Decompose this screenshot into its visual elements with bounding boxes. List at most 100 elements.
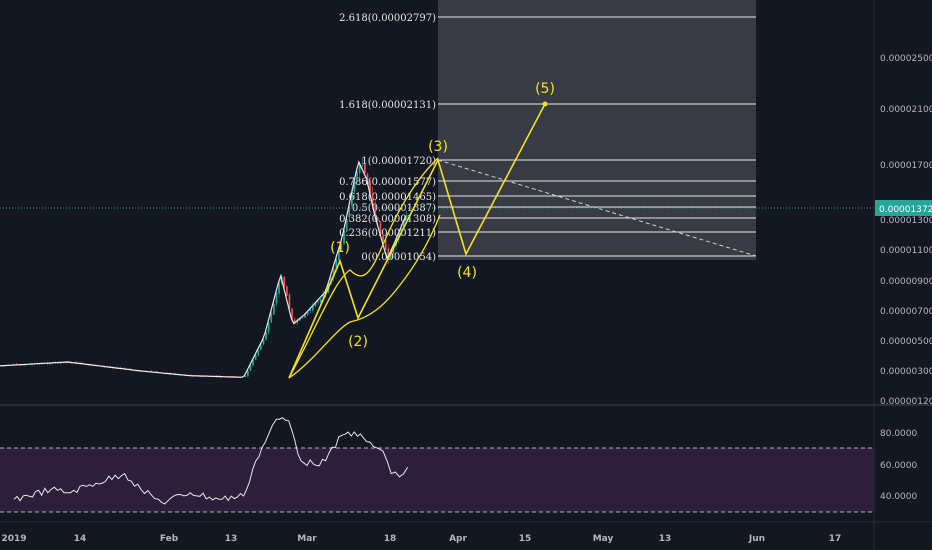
candle	[371, 192, 374, 204]
candle	[351, 193, 353, 206]
price-tick: 0.00000120	[880, 397, 932, 407]
candle	[312, 305, 314, 311]
candle	[384, 239, 387, 250]
candle	[348, 206, 351, 218]
wave-label-2: (2)	[348, 334, 368, 350]
candle	[80, 362, 83, 364]
time-tick: 15	[519, 534, 532, 544]
candle	[340, 243, 343, 251]
price-tick: 0.00001100	[880, 246, 932, 256]
candle	[306, 312, 309, 315]
candle	[314, 302, 317, 307]
price-tick: 0.00000500	[880, 337, 932, 347]
candle	[343, 232, 345, 244]
time-tick: 13	[225, 534, 238, 544]
candle	[247, 370, 249, 377]
candle	[252, 360, 254, 366]
candle	[301, 317, 304, 319]
time-tick: Apr	[449, 534, 467, 544]
current-price-badge	[875, 200, 932, 216]
wave-channel-upper	[288, 157, 439, 379]
candle	[309, 309, 312, 312]
price-tick: 0.00001300	[880, 216, 932, 226]
rsi-tick: 80.0000	[880, 429, 917, 439]
candle	[49, 363, 52, 365]
candle	[382, 235, 384, 241]
time-tick: Feb	[160, 534, 179, 544]
candle	[319, 299, 322, 303]
fib-label-0382: 0.382(0.00001308)	[339, 214, 436, 225]
candle	[244, 376, 247, 377]
candle	[267, 322, 270, 332]
rsi-axis[interactable]: 80.0000 60.0000 40.0000	[880, 429, 917, 502]
price-tick: 0.00000700	[880, 307, 932, 317]
candle	[265, 331, 267, 340]
time-tick: 17	[829, 534, 842, 544]
candle	[403, 220, 405, 228]
price-axis[interactable]: 0.00002500 0.00002100 0.00001700 0.00001…	[880, 54, 932, 407]
projection-line	[437, 159, 757, 257]
candle	[405, 214, 408, 221]
candle	[304, 314, 306, 318]
time-tick: 14	[74, 534, 87, 544]
wave-label-1: (1)	[330, 240, 350, 256]
fib-label-1618: 1.618(0.00002131)	[339, 100, 436, 111]
candle	[299, 318, 301, 321]
price-tick: 0.00000300	[880, 367, 932, 377]
candle	[296, 320, 299, 323]
candle	[288, 294, 291, 309]
rsi-band	[0, 448, 874, 512]
time-axis[interactable]: 2019 14 Feb 13 Mar 18 Apr 15 May 13 Jun …	[1, 534, 841, 544]
current-price-label: 0.00001372	[879, 205, 932, 215]
wave-label-5: (5)	[535, 81, 555, 97]
wave-5-handle[interactable]	[542, 101, 548, 107]
price-tick: 0.00002100	[880, 105, 932, 115]
candle	[338, 252, 340, 260]
fib-label-1: 1(0.00001720)	[361, 156, 436, 167]
candle	[317, 301, 319, 303]
price-tick: 0.00001700	[880, 161, 932, 171]
candle	[358, 165, 361, 174]
candle	[254, 355, 257, 360]
fib-label-0618: 0.618(0.00001465)	[339, 192, 436, 203]
candle	[262, 339, 265, 345]
candle	[278, 283, 280, 294]
price-tick: 0.00002500	[880, 54, 932, 64]
candle	[397, 234, 400, 238]
fib-zone	[438, 0, 756, 260]
candle	[366, 173, 369, 180]
candle	[332, 268, 335, 278]
candle	[353, 181, 356, 192]
candle	[369, 180, 371, 193]
time-tick: 18	[384, 534, 397, 544]
time-tick: 13	[659, 534, 672, 544]
candle	[364, 164, 366, 174]
time-tick: Jun	[748, 534, 765, 544]
fib-lines	[438, 16, 756, 257]
fib-label-0786: 0.786(0.00001577)	[339, 177, 436, 188]
candle	[286, 286, 288, 296]
candle	[322, 294, 325, 300]
rsi-tick: 40.0000	[880, 492, 917, 502]
candle	[335, 258, 338, 269]
time-tick: 2019	[1, 534, 26, 544]
wave-label-3: (3)	[428, 139, 448, 155]
candle	[249, 365, 252, 371]
candle	[192, 375, 195, 377]
elliott-wave-line[interactable]	[288, 103, 546, 379]
candle	[257, 350, 260, 356]
candle	[374, 203, 377, 216]
candle	[260, 344, 262, 350]
candle	[345, 218, 348, 232]
candle	[377, 217, 379, 221]
candle	[275, 292, 278, 304]
candle	[361, 165, 364, 167]
candle	[291, 308, 293, 320]
candle	[65, 362, 67, 364]
fib-label-0: 0(0.00001054)	[361, 252, 436, 263]
rsi-line	[13, 417, 409, 505]
moving-average-line	[0, 160, 407, 378]
wave-label-4: (4)	[457, 265, 477, 281]
